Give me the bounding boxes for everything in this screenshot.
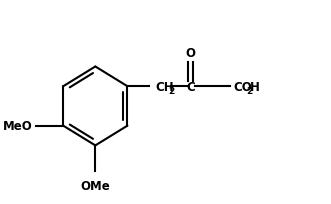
Text: H: H bbox=[250, 80, 260, 93]
Text: 2: 2 bbox=[168, 86, 175, 95]
Text: CO: CO bbox=[233, 80, 252, 93]
Text: CH: CH bbox=[155, 80, 174, 93]
Text: O: O bbox=[185, 47, 195, 59]
Text: 2: 2 bbox=[247, 86, 253, 95]
Text: C: C bbox=[186, 80, 195, 93]
Text: MeO: MeO bbox=[3, 119, 33, 132]
Text: OMe: OMe bbox=[80, 179, 110, 192]
